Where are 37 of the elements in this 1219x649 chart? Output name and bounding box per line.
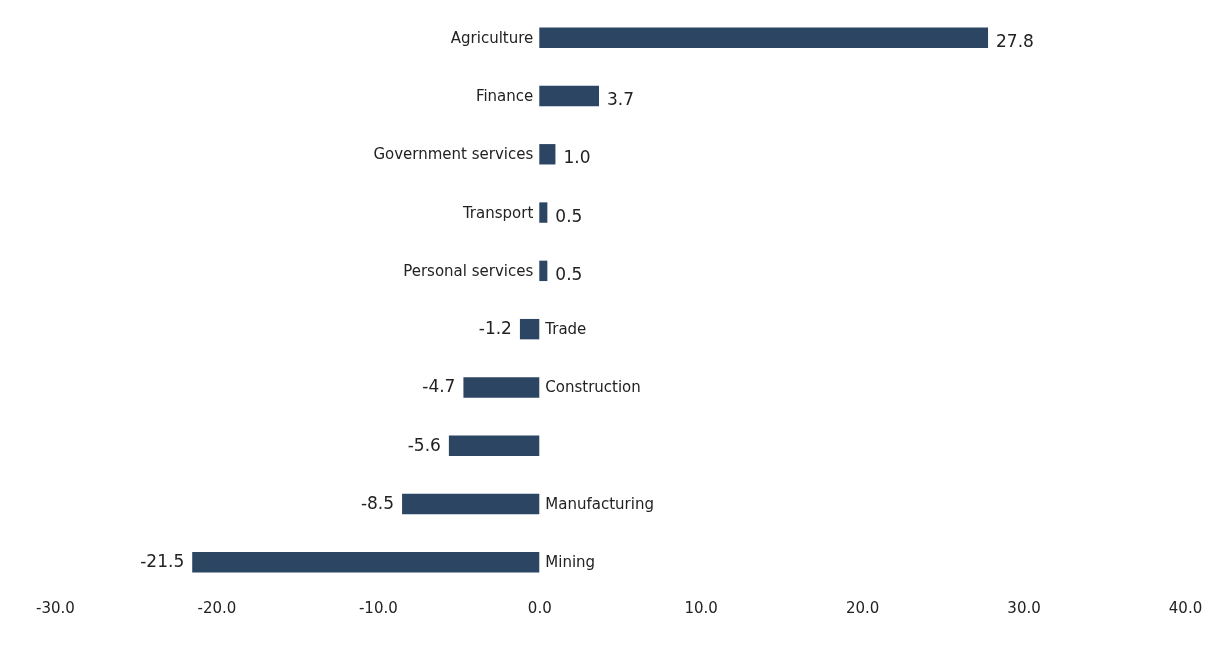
data-label: 1.0 xyxy=(563,147,591,168)
data-label: 0.5 xyxy=(555,263,583,284)
y-tick-label: Mining xyxy=(545,553,596,572)
data-label: -21.5 xyxy=(140,551,185,572)
data-label: -4.7 xyxy=(422,376,456,397)
bar xyxy=(539,260,548,282)
y-tick-label: Transport xyxy=(461,203,534,222)
bar xyxy=(539,202,548,223)
y-tick-label: Trade xyxy=(544,320,587,339)
bar xyxy=(539,144,556,165)
data-label: 27.8 xyxy=(996,30,1034,51)
x-tick-label: -30.0 xyxy=(36,598,75,617)
x-tick-label: 40.0 xyxy=(1168,598,1203,617)
bar xyxy=(402,493,540,515)
x-tick-label: 30.0 xyxy=(1007,598,1041,617)
bar xyxy=(519,318,540,340)
bar xyxy=(539,27,989,48)
y-tick-label: Finance xyxy=(475,86,534,105)
bar xyxy=(463,377,540,398)
data-label: -1.2 xyxy=(478,318,512,339)
y-tick-label: Personal services xyxy=(403,261,534,280)
x-tick-label: 10.0 xyxy=(684,598,718,617)
data-label: -8.5 xyxy=(360,493,395,514)
x-tick-label: 20.0 xyxy=(845,598,880,617)
y-tick-label: Government services xyxy=(373,145,534,164)
x-tick-label: -20.0 xyxy=(197,598,237,617)
y-tick-label: Construction xyxy=(545,378,641,397)
x-tick-label: 0.0 xyxy=(527,598,552,617)
bar xyxy=(539,85,600,107)
y-tick-label: Agriculture xyxy=(450,28,534,47)
bar xyxy=(192,552,540,573)
bar xyxy=(448,435,540,456)
data-label: -5.6 xyxy=(407,434,441,455)
x-tick-label: -10.0 xyxy=(358,598,398,617)
data-label: 3.7 xyxy=(607,88,635,109)
data-label: 0.5 xyxy=(555,205,583,226)
y-tick-label: Manufacturing xyxy=(545,495,654,514)
